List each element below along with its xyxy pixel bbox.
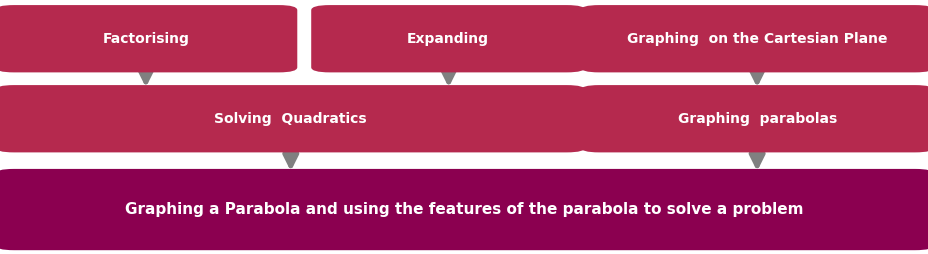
- FancyBboxPatch shape: [0, 5, 297, 72]
- Text: Solving  Quadratics: Solving Quadratics: [213, 112, 367, 126]
- FancyBboxPatch shape: [0, 85, 585, 152]
- FancyBboxPatch shape: [580, 5, 928, 72]
- Text: Graphing a Parabola and using the features of the parabola to solve a problem: Graphing a Parabola and using the featur…: [125, 202, 803, 217]
- Text: Expanding: Expanding: [406, 32, 489, 46]
- Text: Graphing  parabolas: Graphing parabolas: [677, 112, 836, 126]
- FancyBboxPatch shape: [580, 85, 928, 152]
- Text: Factorising: Factorising: [103, 32, 189, 46]
- Text: Graphing  on the Cartesian Plane: Graphing on the Cartesian Plane: [626, 32, 886, 46]
- FancyBboxPatch shape: [311, 5, 585, 72]
- FancyBboxPatch shape: [0, 169, 928, 250]
